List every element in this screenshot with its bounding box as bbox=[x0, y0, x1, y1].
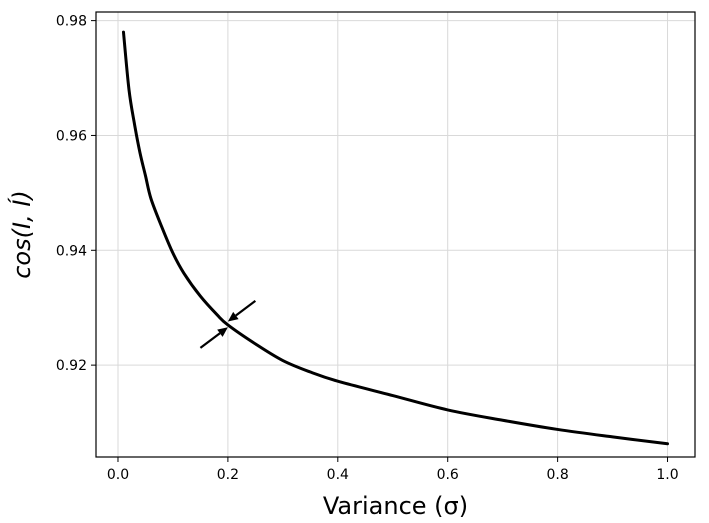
x-tick-label: 0.0 bbox=[107, 467, 129, 483]
annotations bbox=[199, 299, 257, 349]
x-tick-label: 1.0 bbox=[656, 467, 678, 483]
y-tick-label: 0.98 bbox=[56, 14, 87, 30]
y-tick-label: 0.92 bbox=[56, 358, 87, 374]
series-layer bbox=[121, 30, 670, 446]
plot-frame bbox=[95, 11, 696, 458]
y-tick-label: 0.94 bbox=[56, 243, 87, 259]
ticks: 0.0 0.2 0.4 0.6 0.8 1.0 0.92 0.94 0.96 0.98 bbox=[56, 14, 679, 483]
arrow-shaft bbox=[199, 332, 221, 349]
arrow-head bbox=[227, 311, 239, 322]
annotation-arrow bbox=[199, 327, 228, 349]
x-axis-label: Variance (σ) bbox=[323, 492, 468, 519]
arrow-head bbox=[217, 327, 228, 337]
annotation-arrow bbox=[227, 299, 257, 322]
y-axis-label: cos(I, Í) bbox=[7, 190, 36, 279]
series-line bbox=[121, 30, 670, 446]
y-tick-label: 0.96 bbox=[56, 128, 87, 144]
x-tick-label: 0.6 bbox=[437, 467, 459, 483]
x-tick-label: 0.2 bbox=[217, 467, 239, 483]
arrow-shaft bbox=[235, 299, 257, 317]
x-tick-label: 0.4 bbox=[327, 467, 349, 483]
x-tick-label: 0.8 bbox=[546, 467, 568, 483]
grid bbox=[96, 12, 695, 457]
